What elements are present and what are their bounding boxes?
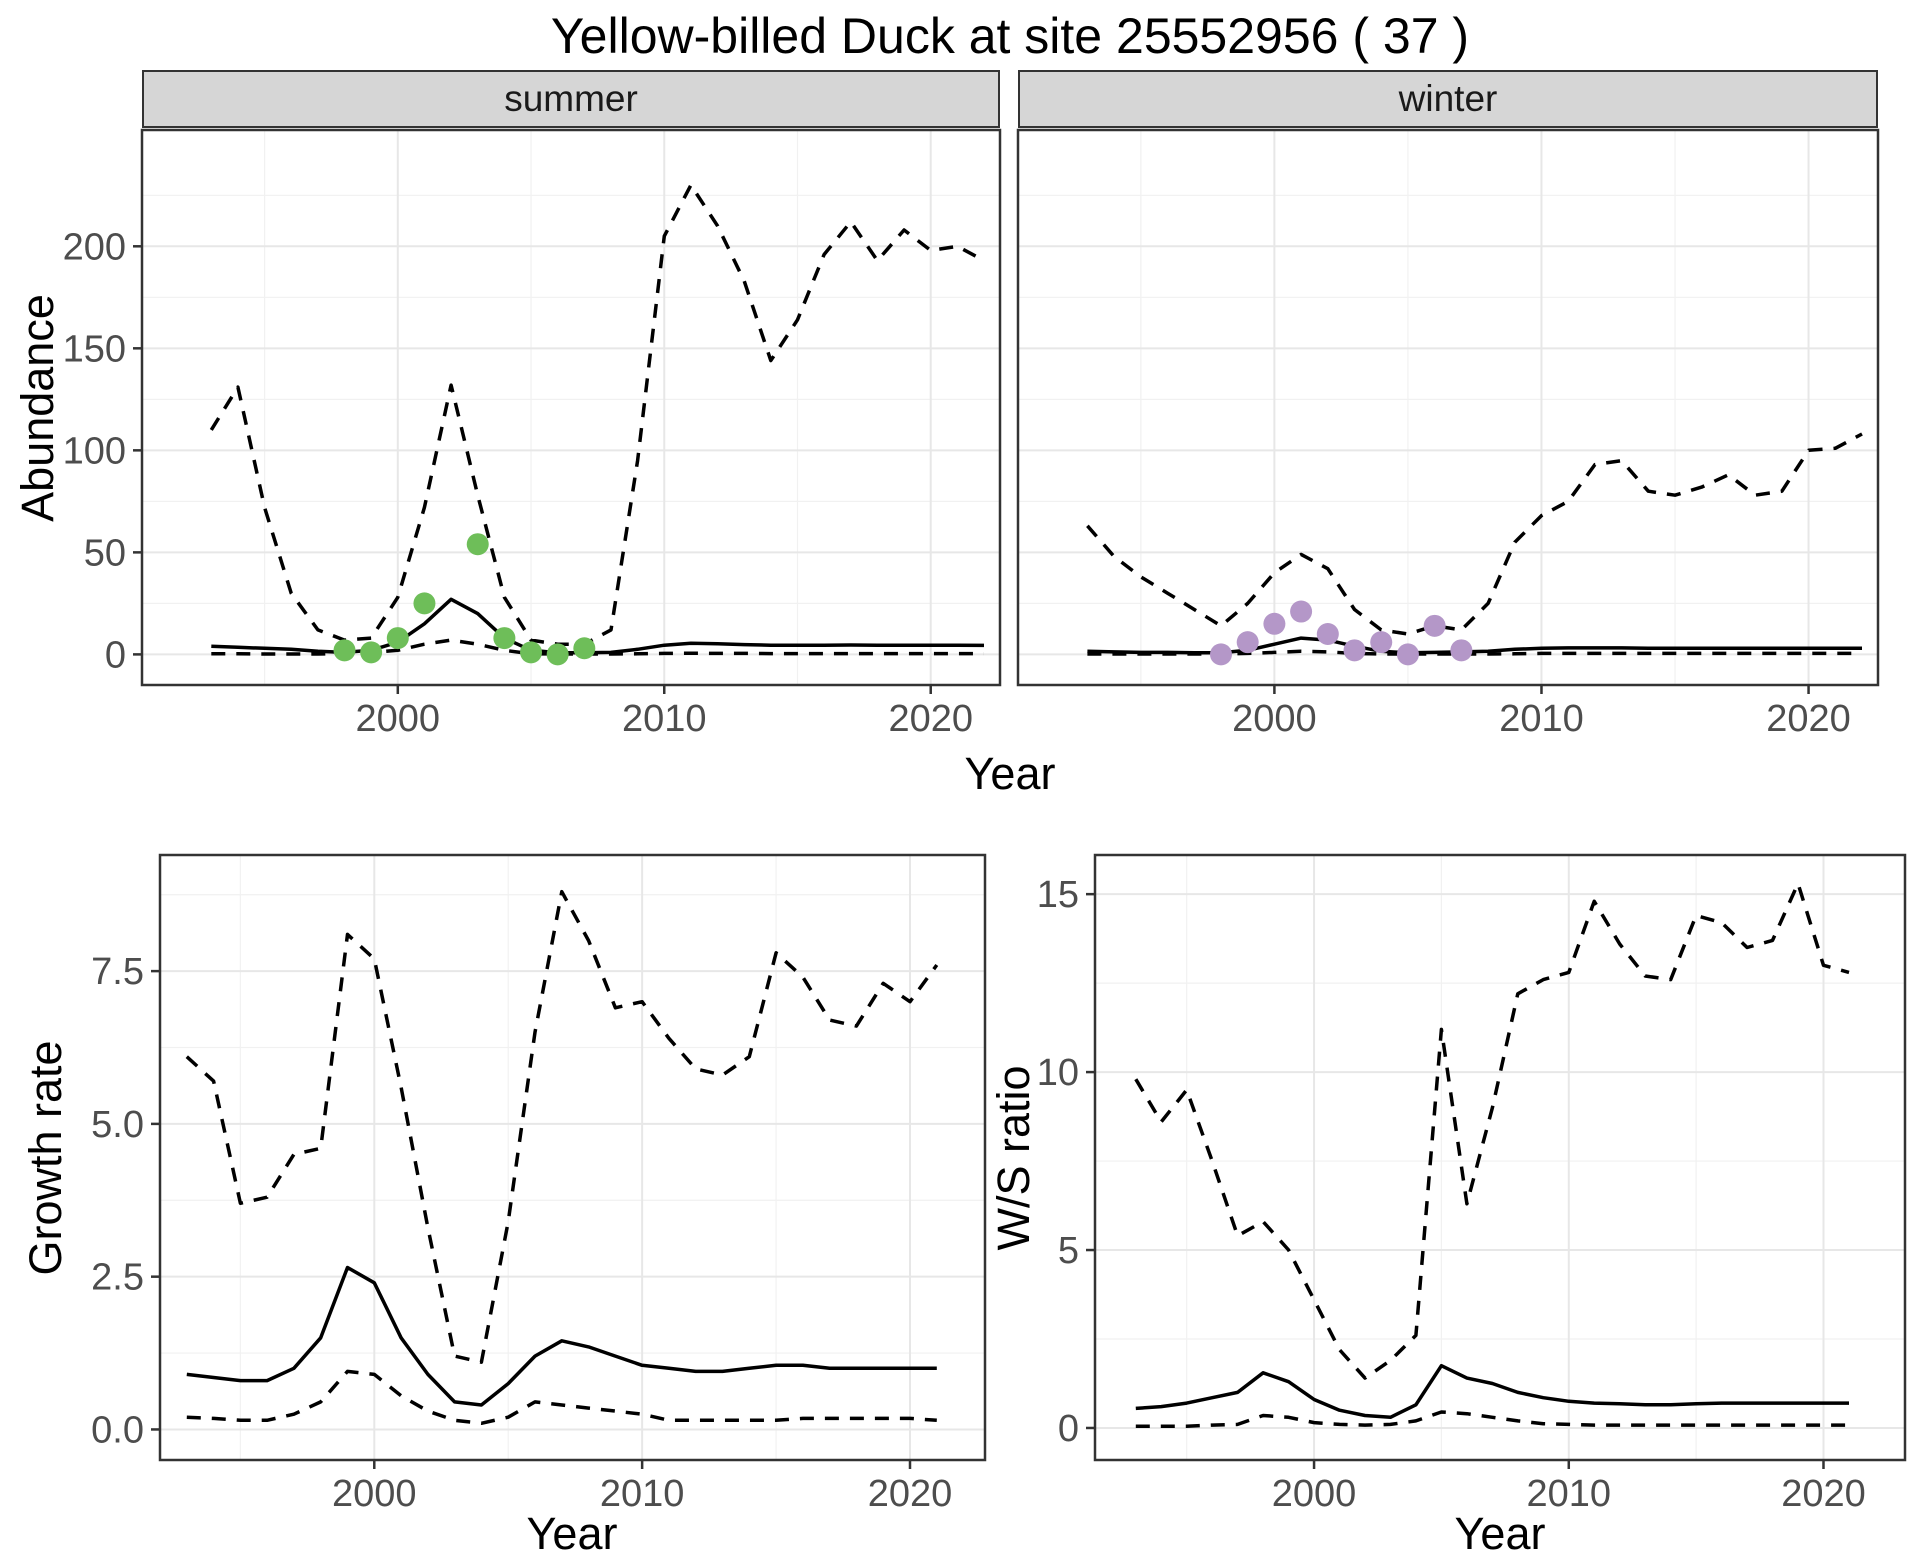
lower_ci-line	[186, 1369, 937, 1426]
growth-year-axis-title: Year	[526, 1508, 618, 1559]
observation-point	[333, 639, 356, 662]
panel-border	[140, 128, 1002, 687]
x-tick-label: 2010	[1527, 1473, 1612, 1515]
summer_counts-points	[333, 533, 596, 666]
panel-border	[1093, 853, 1907, 1462]
y-tick-label: 15	[1037, 874, 1079, 916]
winter_counts-points	[1209, 600, 1473, 666]
x-tick-label: 2020	[1766, 698, 1851, 740]
ws-year-axis-title: Year	[1454, 1508, 1546, 1559]
x-tick-label: 2010	[622, 698, 707, 740]
y-tick-label: 200	[63, 226, 126, 268]
facet-strip-winter-label: winter	[1398, 78, 1498, 119]
y-tick-label: 2.5	[91, 1257, 144, 1299]
y-tick-label: 5.0	[91, 1104, 144, 1146]
median-line	[1135, 1363, 1849, 1420]
x-tick-label: 2020	[1781, 1473, 1866, 1515]
x-tick-label: 2000	[356, 698, 441, 740]
median-line	[186, 1265, 937, 1407]
panel-border	[1016, 128, 1880, 687]
upper_ci-line	[1086, 432, 1863, 636]
upper_ci-line	[185, 889, 939, 1364]
abundance-axis-title: Abundance	[12, 294, 63, 522]
x-tick-label: 2020	[888, 698, 973, 740]
x-tick-label: 2010	[1499, 698, 1584, 740]
observation-point	[1370, 631, 1393, 654]
observation-point	[520, 641, 543, 664]
x-tick-label: 2010	[600, 1473, 685, 1515]
facet-strip-summer: summer	[142, 70, 1000, 128]
y-tick-label: 7.5	[91, 951, 144, 993]
observation-point	[1316, 622, 1339, 645]
observation-point	[573, 637, 596, 660]
observation-point	[360, 641, 383, 664]
x-tick-label: 2000	[1232, 698, 1317, 740]
observation-point	[1343, 639, 1366, 662]
panel-ws_ratio: 2000 2010 2020 0 5 10 15	[1037, 853, 1907, 1515]
observation-point	[1450, 639, 1473, 662]
observation-point	[546, 643, 569, 666]
observation-point	[1263, 612, 1286, 635]
facet-strip-summer-label: summer	[504, 78, 638, 119]
observation-point	[1423, 614, 1446, 637]
x-tick-label: 2020	[868, 1473, 953, 1515]
observation-point	[386, 627, 409, 650]
y-tick-label: 10	[1037, 1052, 1079, 1094]
panel-abundance_winter: 2000 2010 2020	[1016, 128, 1880, 740]
observation-point	[1209, 643, 1232, 666]
y-tick-label: 50	[84, 532, 126, 574]
upper_ci-line	[1134, 881, 1850, 1380]
observation-point	[413, 592, 436, 615]
x-tick-label: 2000	[332, 1473, 417, 1515]
upper_ci-line	[209, 183, 985, 646]
panel-growth_rate: 2000 2010 2020 0.0 2.5 5.0 7.5	[91, 853, 987, 1515]
observation-point	[493, 627, 516, 650]
y-tick-label: 0	[1058, 1408, 1079, 1450]
observation-point	[1236, 631, 1259, 654]
figure-title: Yellow-billed Duck at site 25552956 ( 37…	[550, 8, 1470, 64]
y-tick-label: 5	[1058, 1230, 1079, 1272]
lower_ci-line	[1135, 1410, 1849, 1428]
observation-point	[466, 533, 489, 556]
y-tick-label: 0	[105, 634, 126, 676]
y-tick-label: 150	[63, 328, 126, 370]
observation-point	[1396, 643, 1419, 666]
x-tick-label: 2000	[1272, 1473, 1357, 1515]
ws-ratio-axis-title: W/S ratio	[988, 1065, 1039, 1251]
y-tick-label: 100	[63, 430, 126, 472]
panel-abundance_summer: 2000 2010 2020 0 50 100 150 200	[63, 128, 1002, 740]
panel-border	[158, 853, 987, 1462]
top-year-axis-title: Year	[964, 748, 1056, 799]
growth-rate-axis-title: Growth rate	[20, 1040, 71, 1276]
observation-point	[1290, 600, 1313, 623]
y-tick-label: 0.0	[91, 1409, 144, 1451]
facet-strip-winter: winter	[1018, 70, 1878, 128]
